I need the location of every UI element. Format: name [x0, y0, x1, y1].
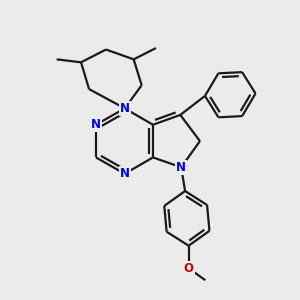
Text: N: N	[176, 161, 186, 174]
Text: N: N	[120, 167, 130, 180]
Text: O: O	[184, 262, 194, 275]
Text: N: N	[120, 102, 130, 115]
Text: N: N	[91, 118, 101, 131]
